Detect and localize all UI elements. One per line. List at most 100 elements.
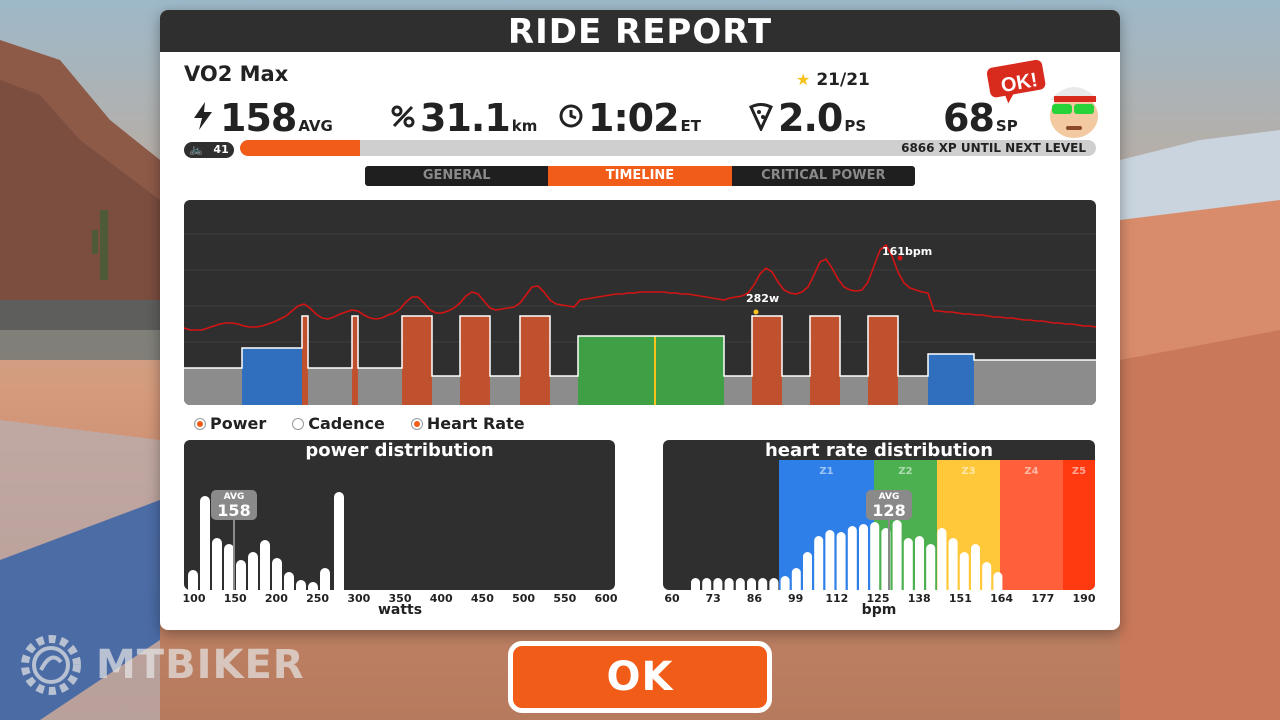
radio-icon [410, 417, 423, 430]
power-distribution-bar [284, 572, 294, 590]
stars-count: ★ 21/21 [796, 70, 870, 90]
timeline-svg: 161bpm 282w [184, 233, 1096, 405]
power-block [782, 376, 810, 405]
axis-tick-label: 450 [470, 592, 494, 605]
watermark-text: MTBIKER [96, 642, 305, 688]
hr-distribution-bar [758, 578, 768, 590]
xp-until-next-level: 6866 XP UNTIL NEXT LEVEL [901, 141, 1086, 155]
report-tabs: GENERAL TIMELINE CRITICAL POWER [365, 166, 915, 186]
axis-tick-label: 500 [512, 592, 536, 605]
hr-avg-badge: AVG 128 [866, 490, 912, 520]
stat-sp-value: 68 [943, 96, 995, 140]
hr-distribution-bar [870, 522, 880, 590]
hr-distribution-bar [903, 538, 913, 590]
stars-value: 21/21 [816, 70, 870, 90]
hr-avg-label: AVG [878, 492, 900, 502]
power-blocks [184, 316, 1096, 405]
power-line [184, 315, 1096, 377]
power-block [868, 316, 898, 405]
power-block [490, 376, 520, 405]
power-peak-label: 282w [746, 292, 779, 305]
hr-distribution-bar [814, 536, 824, 590]
lightning-icon [194, 102, 212, 130]
stat-pizza-unit: PS [844, 117, 867, 135]
power-block [810, 316, 840, 405]
hr-distribution-bar [691, 578, 700, 590]
power-block [302, 316, 308, 405]
legend-cadence[interactable]: Cadence [292, 414, 385, 433]
power-distribution-bar [248, 552, 258, 590]
tab-critical-power[interactable]: CRITICAL POWER [761, 168, 886, 183]
hr-distribution-xlabel: bpm [861, 602, 897, 618]
axis-tick-label: 150 [223, 592, 247, 605]
power-distribution-bar [334, 492, 344, 590]
power-distribution-panel: power distribution AVG 158 [184, 440, 615, 590]
ok-button[interactable]: OK [508, 641, 772, 713]
hr-distribution-bars [691, 520, 1003, 590]
stat-power: 158 AVG [190, 94, 333, 138]
stat-time-value: 1:02 [588, 96, 680, 140]
power-block [752, 316, 782, 405]
power-block [840, 376, 868, 405]
power-block [724, 376, 752, 405]
power-block [432, 376, 460, 405]
axis-tick-label: 350 [388, 592, 412, 605]
axis-tick-label: 300 [347, 592, 371, 605]
hr-distribution-bar [915, 536, 924, 590]
clock-icon [559, 104, 583, 128]
hr-distribution-bar [713, 578, 723, 590]
power-marker [654, 336, 656, 405]
tab-timeline[interactable]: TIMELINE [548, 166, 732, 186]
distance-icon [391, 105, 415, 128]
ride-report-modal: RIDE REPORT VO2 Max ★ 21/21 158 AVG 31.1 … [160, 10, 1120, 630]
legend-heart-rate[interactable]: Heart Rate [410, 414, 525, 433]
axis-tick-label: 138 [907, 592, 931, 605]
axis-tick-label: 60 [664, 592, 680, 605]
power-distribution-bar [296, 580, 306, 590]
power-avg-label: AVG [223, 492, 245, 502]
stat-sport-points: 68 SP [943, 94, 1018, 138]
legend-power[interactable]: Power [194, 414, 266, 433]
power-distribution-bar [236, 560, 246, 590]
rider-avatar: OK! [986, 59, 1098, 138]
stat-distance-unit: km [511, 117, 538, 135]
mtbiker-watermark: MTBIKER [16, 630, 305, 700]
hr-distribution-bar [971, 544, 980, 590]
hr-distribution-bar [926, 544, 936, 590]
timeline-legend: Power Cadence Heart Rate [194, 414, 525, 433]
axis-tick-label: 125 [866, 592, 890, 605]
hr-distribution-bar [803, 552, 812, 590]
axis-tick-label: 100 [182, 592, 206, 605]
legend-cadence-label: Cadence [308, 414, 385, 433]
hr-distribution-title: heart rate distribution [764, 440, 994, 461]
workout-name: VO2 Max [184, 62, 289, 86]
tab-general[interactable]: GENERAL [422, 168, 491, 183]
axis-tick-label: 190 [1072, 592, 1096, 605]
axis-tick-label: 177 [1031, 592, 1055, 605]
power-block [184, 368, 242, 405]
hr-distribution-bar [825, 530, 835, 590]
power-block [898, 376, 928, 405]
timeline-chart: 161bpm 282w [184, 200, 1096, 405]
axis-tick-label: 400 [429, 592, 453, 605]
power-distribution-bars [188, 492, 344, 590]
hr-distribution-bar [836, 532, 846, 590]
star-icon: ★ [796, 70, 811, 89]
power-distribution-bar [200, 496, 210, 590]
stat-pizza-value: 2.0 [778, 96, 843, 140]
power-avg-value: 158 [217, 501, 251, 520]
hr-distribution-bar [735, 578, 745, 590]
stat-distance-value: 31.1 [420, 96, 511, 140]
legend-power-label: Power [210, 414, 267, 433]
stat-sp-unit: SP [995, 117, 1018, 135]
power-block [358, 368, 402, 405]
hr-zone-label: Z5 [1072, 466, 1086, 477]
power-distribution-xlabel: watts [377, 602, 423, 618]
power-block [974, 360, 1096, 405]
power-distribution-bar [320, 568, 330, 590]
hr-zone-label: Z2 [898, 466, 912, 477]
legend-heart-rate-label: Heart Rate [426, 414, 525, 433]
stat-time-unit: ET [680, 117, 702, 135]
hr-distribution-bar [747, 578, 756, 590]
power-block [460, 316, 490, 405]
